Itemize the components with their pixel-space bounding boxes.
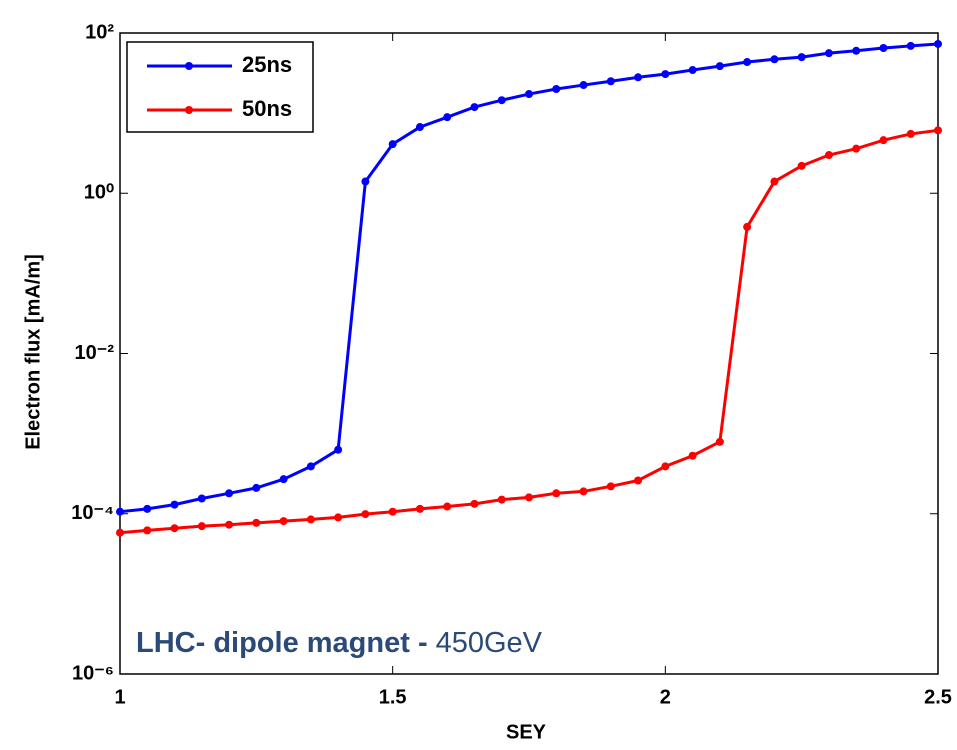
series-point bbox=[116, 528, 124, 537]
legend-box bbox=[126, 41, 314, 133]
series-point bbox=[634, 476, 643, 485]
annotation: LHC- dipole magnet -450GeV bbox=[136, 627, 543, 659]
series-point bbox=[934, 39, 942, 48]
series-point bbox=[252, 518, 261, 527]
x-tick-label: 1.5 bbox=[379, 686, 407, 708]
series-point bbox=[525, 493, 533, 502]
legend-label: 25ns bbox=[242, 52, 292, 77]
series-point bbox=[252, 483, 261, 492]
series-point bbox=[688, 66, 697, 75]
x-tick-label: 2 bbox=[660, 686, 671, 708]
series-point bbox=[688, 451, 697, 460]
series-point bbox=[661, 462, 670, 471]
series-point bbox=[770, 177, 779, 186]
y-tick-label: 10⁻⁴ bbox=[71, 502, 114, 524]
series-point bbox=[170, 524, 179, 533]
series-point bbox=[770, 55, 779, 64]
y-tick-label: 10⁻² bbox=[75, 342, 115, 364]
series-point bbox=[743, 222, 752, 231]
x-axis-label: SEY bbox=[506, 721, 547, 743]
series-point bbox=[661, 70, 670, 79]
legend-label: 50ns bbox=[242, 96, 292, 121]
series-point bbox=[279, 517, 288, 526]
series-point bbox=[824, 151, 833, 160]
series-point bbox=[306, 462, 315, 471]
series-point bbox=[552, 489, 561, 498]
y-tick-label: 10⁻⁶ bbox=[72, 662, 114, 684]
series-point bbox=[225, 489, 234, 498]
series-point bbox=[279, 475, 288, 484]
series-point bbox=[906, 129, 915, 138]
series-point bbox=[879, 43, 888, 52]
annotation-normal: 450GeV bbox=[436, 627, 543, 659]
series-point bbox=[197, 522, 206, 531]
series-point bbox=[715, 437, 724, 446]
y-tick-label: 10² bbox=[85, 21, 114, 43]
series-point bbox=[552, 85, 561, 94]
series-point bbox=[824, 49, 833, 58]
series-point bbox=[225, 520, 234, 529]
series-point bbox=[797, 53, 806, 62]
series-point bbox=[306, 515, 315, 524]
series-point bbox=[797, 161, 806, 170]
series-point bbox=[143, 526, 152, 535]
series-point bbox=[525, 90, 533, 99]
series-point bbox=[470, 499, 479, 508]
legend-marker bbox=[185, 62, 193, 70]
series-point bbox=[415, 123, 424, 132]
series-point bbox=[361, 510, 370, 519]
series-point bbox=[579, 487, 588, 496]
y-axis-label: Electron flux [mA/m] bbox=[22, 254, 44, 450]
series-point bbox=[934, 126, 942, 135]
series-point bbox=[852, 46, 861, 55]
series-point bbox=[470, 103, 479, 112]
series-point bbox=[606, 77, 615, 86]
series-point bbox=[334, 513, 343, 522]
series-point bbox=[497, 495, 506, 504]
series-point bbox=[715, 62, 724, 71]
series-point bbox=[606, 482, 615, 491]
plot-frame bbox=[119, 32, 939, 675]
annotation-bold: LHC- dipole magnet - bbox=[136, 627, 428, 659]
series-point bbox=[415, 504, 424, 513]
x-tick-label: 1 bbox=[114, 686, 125, 708]
series-point bbox=[116, 507, 124, 516]
series-point bbox=[361, 177, 370, 186]
x-tick-label: 2.5 bbox=[924, 686, 952, 708]
series-point bbox=[443, 113, 452, 122]
series-point bbox=[743, 58, 752, 67]
series-point bbox=[197, 494, 206, 503]
series-point bbox=[634, 73, 643, 82]
series-point bbox=[906, 41, 915, 50]
legend-marker bbox=[185, 106, 193, 114]
series-point bbox=[852, 144, 861, 153]
series-point bbox=[879, 136, 888, 145]
y-tick-label: 10⁰ bbox=[84, 182, 114, 204]
series-point bbox=[170, 500, 179, 509]
series-point bbox=[388, 507, 397, 516]
series-point bbox=[497, 96, 506, 105]
series-point bbox=[143, 504, 152, 513]
series-point bbox=[388, 140, 397, 149]
series-point bbox=[334, 445, 343, 454]
series-point bbox=[443, 502, 452, 511]
series-point bbox=[579, 81, 588, 90]
